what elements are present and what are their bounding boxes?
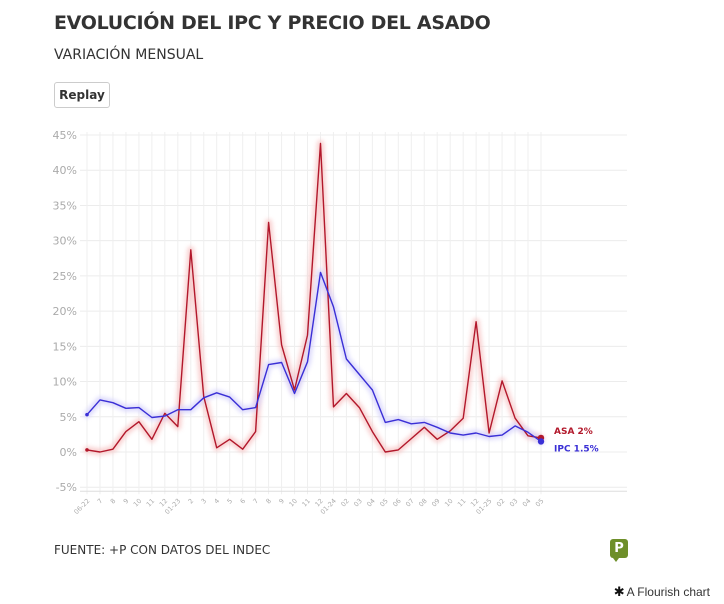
x-tick-label: 11 xyxy=(300,497,312,509)
x-tick-label: 6 xyxy=(238,497,247,506)
y-tick-label: 30% xyxy=(53,235,77,248)
grid xyxy=(80,132,627,495)
x-tick-label: 9 xyxy=(122,497,131,506)
x-tick-label: 07 xyxy=(404,497,416,509)
x-tick-label: 8 xyxy=(264,497,273,506)
y-tick-label: -5% xyxy=(56,481,77,494)
x-tick-label: 10 xyxy=(132,497,144,509)
y-tick-label: 25% xyxy=(53,270,77,283)
y-tick-label: 15% xyxy=(53,340,77,353)
x-tick-label: 06 xyxy=(391,497,403,509)
x-tick-label: 09 xyxy=(430,497,442,509)
x-tick-label: 12 xyxy=(158,497,170,509)
x-tick-label: 05 xyxy=(378,497,390,509)
ipc-end-label: IPC 1.5% xyxy=(554,444,599,454)
series xyxy=(83,140,545,456)
source-note: FUENTE: +P CON DATOS DEL INDEC xyxy=(54,543,271,557)
flourish-label: A Flourish chart xyxy=(626,585,710,599)
x-tick-label: 04 xyxy=(521,497,533,509)
asterisk-icon: ✱ xyxy=(613,584,625,599)
x-tick-label: 02 xyxy=(495,497,507,509)
y-tick-label: 10% xyxy=(53,376,77,389)
line-chart: -5%0%5%10%15%20%25%30%35%40%45% 06-22 7 8 9… xyxy=(53,129,627,516)
replay-button[interactable]: Replay xyxy=(54,82,110,108)
asa-line xyxy=(86,142,542,453)
chart-subtitle: VARIACIÓN MENSUAL xyxy=(54,47,204,63)
y-tick-label: 5% xyxy=(60,411,77,424)
x-tick-label: 06-22 xyxy=(72,497,91,516)
y-axis: -5% 0% 5% 10% 15% 20% 25% 30% 35% 40% 45% xyxy=(53,129,77,494)
x-tick-label: 05 xyxy=(534,497,546,509)
x-tick-label: 11 xyxy=(145,497,157,509)
x-tick-label: 10 xyxy=(287,497,299,509)
end-labels: ASA 2% IPC 1.5% xyxy=(554,427,599,455)
x-tick-label: 02 xyxy=(339,497,351,509)
x-tick-label: 08 xyxy=(417,497,429,509)
y-tick-label: 0% xyxy=(60,446,77,459)
x-tick-label: 7 xyxy=(96,497,105,506)
x-tick-label: 03 xyxy=(352,497,364,509)
x-tick-label: 4 xyxy=(213,497,222,506)
x-tick-label: 10 xyxy=(443,497,455,509)
x-tick-label: 2 xyxy=(187,497,196,506)
asa-end-label: ASA 2% xyxy=(554,427,593,437)
ipc-start-point xyxy=(85,412,89,417)
x-tick-label: 7 xyxy=(251,497,260,506)
x-tick-label: 03 xyxy=(508,497,520,509)
x-tick-label: 9 xyxy=(277,497,286,506)
x-tick-label: 12 xyxy=(469,497,481,509)
x-tick-label: 3 xyxy=(200,497,209,506)
publisher-logo: P xyxy=(610,539,628,562)
x-tick-label: 8 xyxy=(109,497,118,506)
y-tick-label: 45% xyxy=(53,129,77,142)
x-tick-label: 5 xyxy=(226,497,235,506)
y-tick-label: 40% xyxy=(53,164,77,177)
x-tick-label: 12 xyxy=(313,497,325,509)
y-tick-label: 20% xyxy=(53,305,77,318)
x-tick-label: 04 xyxy=(365,497,377,509)
asa-start-point xyxy=(85,448,89,452)
flourish-credit[interactable]: ✱ A Flourish chart xyxy=(614,584,710,600)
ipc-end-point xyxy=(537,438,545,445)
chart-title: EVOLUCIÓN DEL IPC Y PRECIO DEL ASADO xyxy=(54,12,491,34)
x-tick-label: 11 xyxy=(456,497,468,509)
ipc-line xyxy=(86,271,542,442)
y-tick-label: 35% xyxy=(53,199,77,212)
